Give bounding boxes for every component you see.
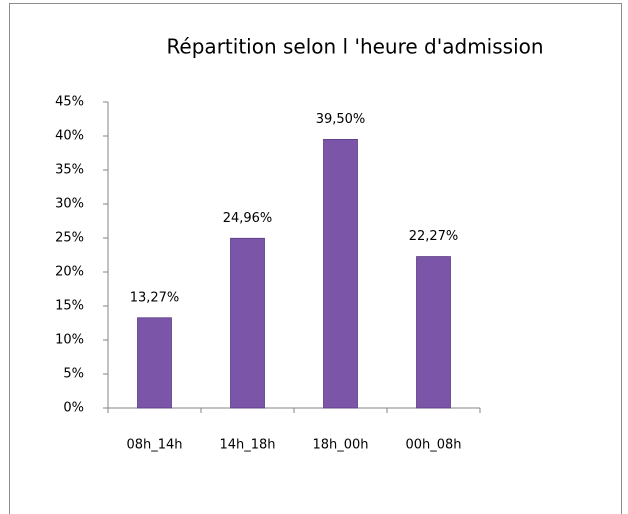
bar: [416, 256, 451, 409]
y-tick-label: 30%: [55, 197, 84, 212]
value-label: 24,96%: [223, 211, 273, 226]
x-tick-label: 14h_18h: [219, 438, 275, 453]
y-tick-label: 5%: [63, 367, 84, 382]
x-tick-label: 00h_08h: [405, 438, 461, 453]
y-tick-label: 20%: [55, 265, 84, 280]
y-tick-label: 10%: [55, 333, 84, 348]
y-tick-label: 45%: [55, 95, 84, 110]
y-tick-label: 15%: [55, 299, 84, 314]
bar: [137, 317, 172, 409]
y-tick-label: 35%: [55, 163, 84, 178]
y-tick-label: 40%: [55, 129, 84, 144]
bar: [323, 138, 358, 409]
value-label: 39,50%: [316, 112, 366, 127]
bar: [230, 237, 265, 409]
chart-title: Répartition selon l 'heure d'admission: [166, 35, 543, 59]
x-tick-label: 08h_14h: [126, 438, 182, 453]
y-tick-label: 25%: [55, 231, 84, 246]
y-tick-label: 0%: [63, 401, 84, 416]
value-label: 22,27%: [409, 229, 459, 244]
x-tick-label: 18h_00h: [312, 438, 368, 453]
value-label: 13,27%: [130, 290, 180, 305]
chart-border: [9, 3, 622, 514]
